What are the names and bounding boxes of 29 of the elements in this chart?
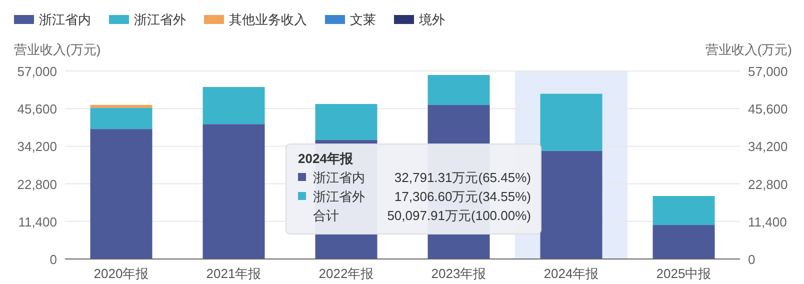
legend-label: 文莱 [350, 12, 376, 27]
y2-tick-label: 45,600 [748, 102, 788, 117]
y2-tick-label: 57,000 [748, 64, 788, 79]
legend-label: 浙江省外 [134, 12, 186, 27]
text: 浙江省外 17,306.60万元(34.55%) [313, 189, 531, 204]
legend-label: 浙江省内 [39, 12, 91, 27]
y2-tick-label: 11,400 [748, 214, 787, 230]
y-tick-label: 0 [50, 252, 57, 267]
x-tick-label: 2023年报 [431, 266, 486, 281]
y2-tick-label: 22,800 [748, 176, 788, 192]
y-tick-label: 45,600 [17, 102, 57, 117]
y-tick-label: 11,400 [18, 214, 57, 230]
y2-axis-title: 营业收入(万元) [705, 42, 792, 57]
x-tick-label: 2021年报 [206, 266, 262, 281]
x-tick-label: 2022年报 [318, 266, 374, 281]
text: 浙江省内 32,791.31万元(65.45%) [313, 170, 531, 185]
y-tick-label: 34,200 [17, 139, 57, 154]
y2-tick-label: 34,200 [748, 139, 788, 154]
y-axis-title: 营业收入(万元) [14, 42, 101, 57]
x-tick-label: 2025中报 [656, 266, 712, 281]
legend-label: 境外 [418, 12, 445, 27]
text: 合计 50,097.91万元(100.00%) [313, 208, 531, 223]
y-tick-label: 22,800 [17, 176, 57, 192]
annotation: 2024年报 [298, 151, 354, 166]
x-tick-label: 2020年报 [94, 266, 149, 281]
x-tick-label: 2024年报 [544, 266, 599, 281]
y-tick-label: 57,000 [17, 64, 57, 79]
legend-label: 其他业务收入 [229, 12, 307, 27]
y2-tick-label: 0 [748, 252, 756, 267]
